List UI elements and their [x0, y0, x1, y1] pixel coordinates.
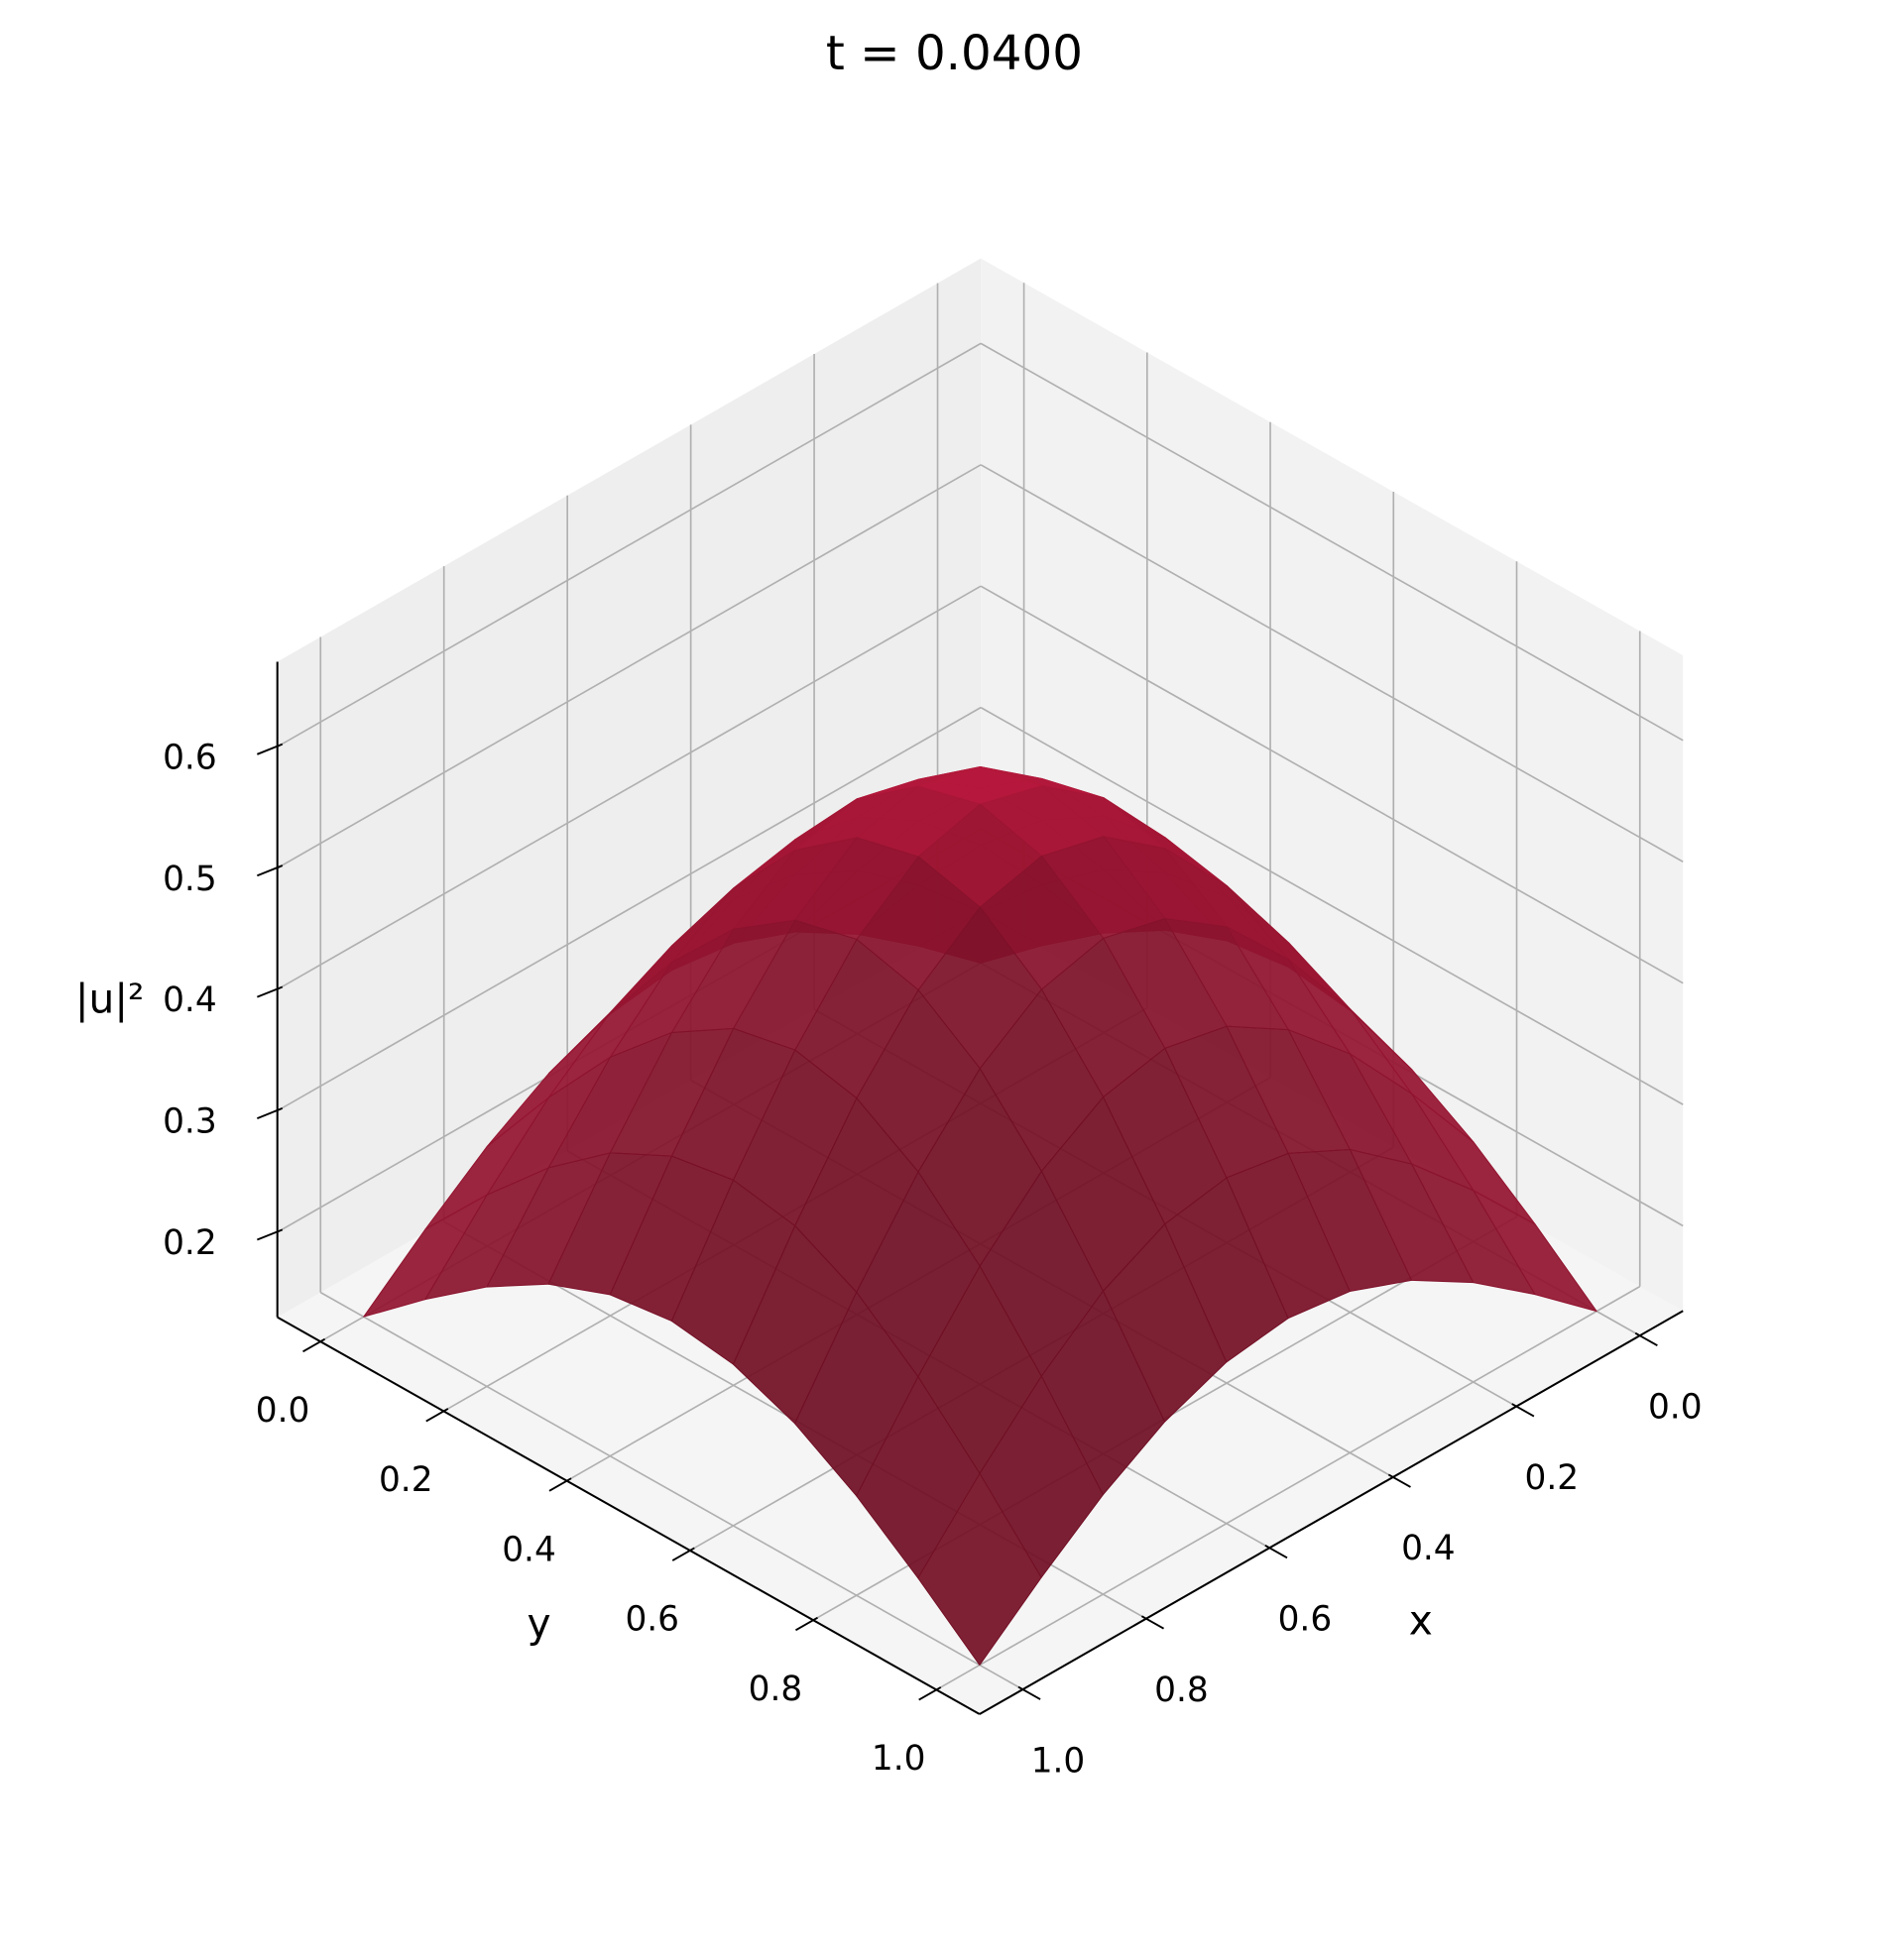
grid-line — [277, 464, 982, 869]
y-tick — [425, 1408, 449, 1423]
x-tick-label: 0.8 — [1154, 1671, 1209, 1710]
z-tick — [256, 1107, 284, 1119]
x-tick — [1264, 1544, 1288, 1559]
y-tick — [671, 1547, 695, 1561]
z-tick — [256, 985, 284, 998]
grid-line — [980, 585, 1684, 984]
y-tick-label: 1.0 — [872, 1739, 926, 1779]
y-axis-label: y — [527, 1600, 550, 1648]
y-tick-label: 0.0 — [256, 1391, 310, 1431]
y-tick-label: 0.4 — [502, 1530, 556, 1569]
y-tick — [548, 1477, 572, 1492]
x-tick — [1511, 1403, 1535, 1418]
surface-patch — [917, 1472, 1042, 1666]
x-tick — [1387, 1473, 1411, 1488]
grid-line — [980, 342, 1684, 742]
grid-line — [277, 706, 982, 1112]
x-tick-label: 0.2 — [1525, 1458, 1580, 1498]
z-tick-label: 0.3 — [163, 1102, 217, 1142]
x-tick-label: 0.4 — [1401, 1529, 1456, 1568]
x-tick-label: 0.0 — [1648, 1387, 1703, 1427]
grid-line — [319, 1291, 1023, 1690]
x-axis-line — [979, 1310, 1684, 1715]
y-tick-label: 0.8 — [749, 1670, 803, 1709]
x-tick-label: 0.6 — [1278, 1600, 1333, 1640]
x-tick — [1140, 1615, 1165, 1630]
z-axis-label: |u|² — [75, 976, 145, 1023]
y-axis-line — [277, 1316, 981, 1715]
grid-line — [277, 585, 982, 990]
y-tick — [302, 1337, 326, 1353]
y-tick — [918, 1686, 942, 1701]
x-tick — [1017, 1685, 1041, 1700]
grid-line — [277, 342, 982, 748]
grid-line — [980, 464, 1684, 863]
chart-title: t = 0.0400 — [826, 26, 1083, 81]
y-tick-label: 0.6 — [625, 1600, 679, 1640]
x-axis-label: x — [1409, 1597, 1433, 1645]
z-tick — [256, 865, 284, 877]
y-tick — [794, 1616, 818, 1632]
x-tick-label: 1.0 — [1031, 1741, 1086, 1781]
z-tick-label: 0.5 — [163, 860, 217, 899]
z-tick — [256, 1228, 284, 1241]
x-tick — [1634, 1331, 1658, 1347]
z-tick-label: 0.4 — [163, 980, 217, 1020]
z-tick — [256, 743, 284, 755]
grid-line — [935, 1285, 1641, 1691]
grid-line — [980, 706, 1684, 1105]
z-tick-label: 0.6 — [163, 738, 217, 777]
z-tick-label: 0.2 — [163, 1223, 217, 1263]
y-tick-label: 0.2 — [379, 1460, 433, 1500]
